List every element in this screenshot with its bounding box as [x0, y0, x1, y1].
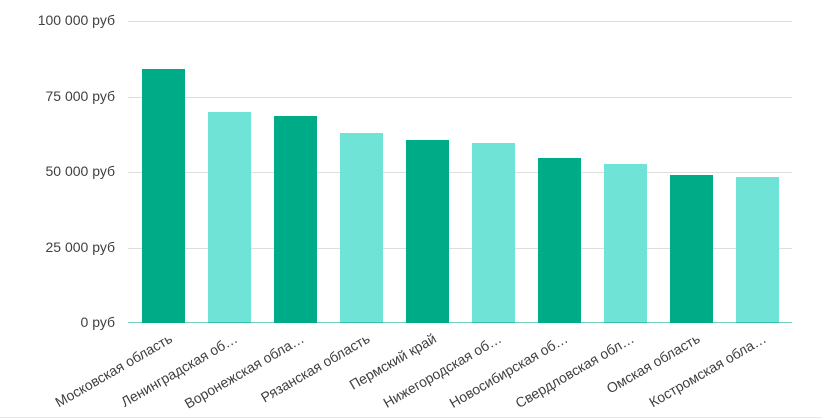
bar-2[interactable] — [207, 111, 251, 323]
bar-3[interactable] — [273, 116, 317, 323]
bar-6[interactable] — [471, 143, 515, 323]
y-tick-label: 25 000 руб — [45, 238, 115, 255]
gridline-25000 — [128, 247, 792, 249]
gridline-100000 — [128, 21, 792, 22]
bottom-divider — [0, 417, 822, 418]
x-tick-label: Ленинградская об… — [118, 330, 241, 410]
x-axis-line — [128, 322, 792, 323]
gridline-75000 — [128, 96, 792, 98]
y-tick-label: 75 000 руб — [45, 87, 115, 104]
bar-1[interactable] — [141, 69, 185, 323]
bar-10[interactable] — [735, 176, 779, 323]
x-tick-label: Московская область — [51, 330, 175, 411]
x-tick-label: Свердловская обл… — [512, 330, 637, 412]
x-tick-label: Костромская обла… — [645, 330, 769, 411]
x-tick-label: Нижегородская об… — [380, 330, 505, 411]
x-tick-label: Воронежская обла… — [181, 330, 307, 412]
bar-9[interactable] — [669, 175, 713, 323]
gridline-50000 — [128, 172, 792, 173]
y-tick-label: 100 000 руб — [37, 12, 115, 28]
bar-5[interactable] — [405, 140, 449, 323]
x-tick-label: Новосибирская об… — [446, 330, 571, 411]
bar-8[interactable] — [603, 164, 647, 323]
y-tick-label: 50 000 руб — [45, 163, 115, 179]
bar-7[interactable] — [537, 158, 581, 323]
y-tick-label: 0 руб — [80, 314, 115, 330]
bar-4[interactable] — [339, 132, 383, 323]
